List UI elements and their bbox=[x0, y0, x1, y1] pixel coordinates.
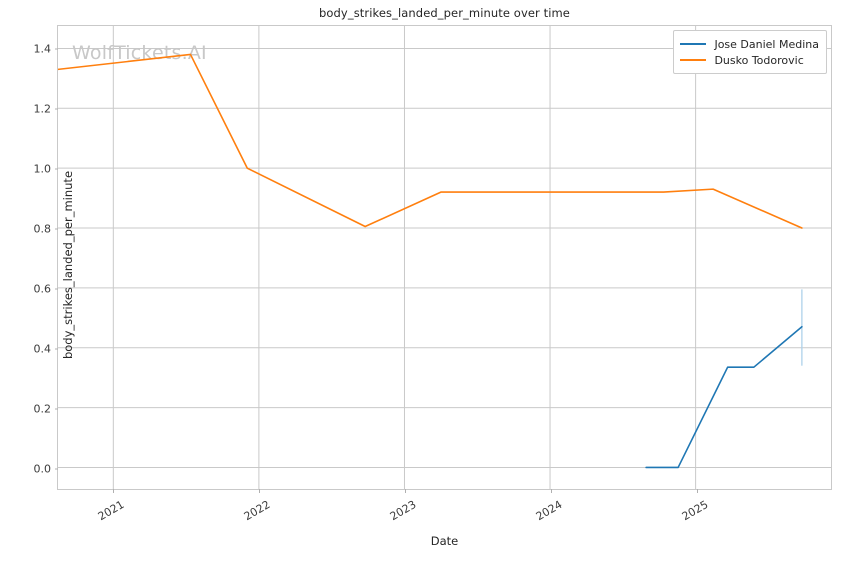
y-tick-label: 0.0 bbox=[33, 462, 52, 476]
x-tick-mark bbox=[259, 489, 261, 493]
y-tick-mark bbox=[54, 468, 58, 470]
x-axis-label: Date bbox=[430, 534, 459, 548]
legend-swatch-series-0 bbox=[680, 43, 707, 45]
y-tick-label: 1.0 bbox=[33, 162, 52, 176]
y-tick-mark bbox=[54, 408, 58, 410]
y-tick-label: 0.2 bbox=[33, 402, 52, 416]
y-tick-mark bbox=[54, 108, 58, 110]
x-tick-mark bbox=[551, 489, 553, 493]
y-tick-mark bbox=[54, 228, 58, 230]
x-tick-label: 2021 bbox=[96, 498, 127, 524]
x-tick-mark bbox=[697, 489, 699, 493]
data-series-layer bbox=[58, 53, 803, 469]
x-tick-mark bbox=[113, 489, 115, 493]
x-tick-label: 2022 bbox=[242, 498, 273, 524]
x-tick-label: 2023 bbox=[388, 498, 419, 524]
y-tick-label: 0.8 bbox=[33, 222, 52, 236]
y-axis-label: body_strikes_landed_per_minute bbox=[61, 170, 75, 360]
y-tick-mark bbox=[54, 348, 58, 350]
chart-title: body_strikes_landed_per_minute over time bbox=[319, 6, 570, 20]
legend-label-series-1: Dusko Todorovic bbox=[714, 53, 804, 67]
legend-swatch-series-1 bbox=[680, 59, 707, 61]
legend-item[interactable]: Jose Daniel Medina bbox=[680, 36, 819, 52]
x-tick-label: 2024 bbox=[534, 498, 565, 524]
y-tick-label: 1.4 bbox=[33, 42, 52, 56]
y-tick-label: 0.6 bbox=[33, 282, 52, 296]
legend-label-series-0: Jose Daniel Medina bbox=[714, 37, 819, 51]
chart-legend: Jose Daniel Medina Dusko Todorovic bbox=[673, 30, 827, 74]
y-tick-label: 1.2 bbox=[33, 102, 52, 116]
y-tick-mark bbox=[54, 288, 58, 290]
y-tick-mark bbox=[54, 168, 58, 170]
y-tick-label: 0.4 bbox=[33, 342, 52, 356]
y-tick-mark bbox=[54, 48, 58, 50]
plot-area: WolfTickets.AI 0.0 0.2 0.4 0.6 0.8 1.0 1.2 1.4 … bbox=[34, 25, 832, 523]
x-tick-mark bbox=[405, 489, 407, 493]
legend-item[interactable]: Dusko Todorovic bbox=[680, 52, 819, 68]
grid-lines bbox=[58, 26, 831, 489]
x-tick-label: 2025 bbox=[680, 498, 711, 524]
